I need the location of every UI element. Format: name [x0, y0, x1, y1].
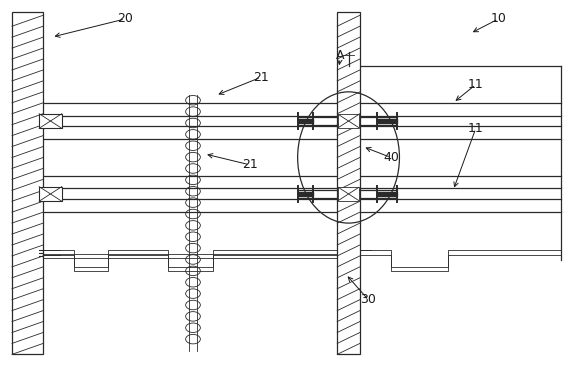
- Text: 40: 40: [383, 151, 399, 164]
- Text: 30: 30: [361, 293, 376, 306]
- Bar: [338, 115, 359, 128]
- Text: A: A: [336, 49, 344, 62]
- Text: 20: 20: [117, 12, 133, 25]
- Bar: [338, 187, 359, 201]
- Bar: [39, 114, 62, 128]
- Text: 21: 21: [253, 71, 269, 84]
- Text: 10: 10: [490, 12, 506, 25]
- Text: 11: 11: [468, 122, 484, 135]
- Bar: [337, 12, 360, 354]
- Text: 21: 21: [242, 158, 257, 171]
- Bar: [12, 12, 43, 354]
- Bar: [39, 187, 62, 201]
- Text: 11: 11: [468, 78, 484, 91]
